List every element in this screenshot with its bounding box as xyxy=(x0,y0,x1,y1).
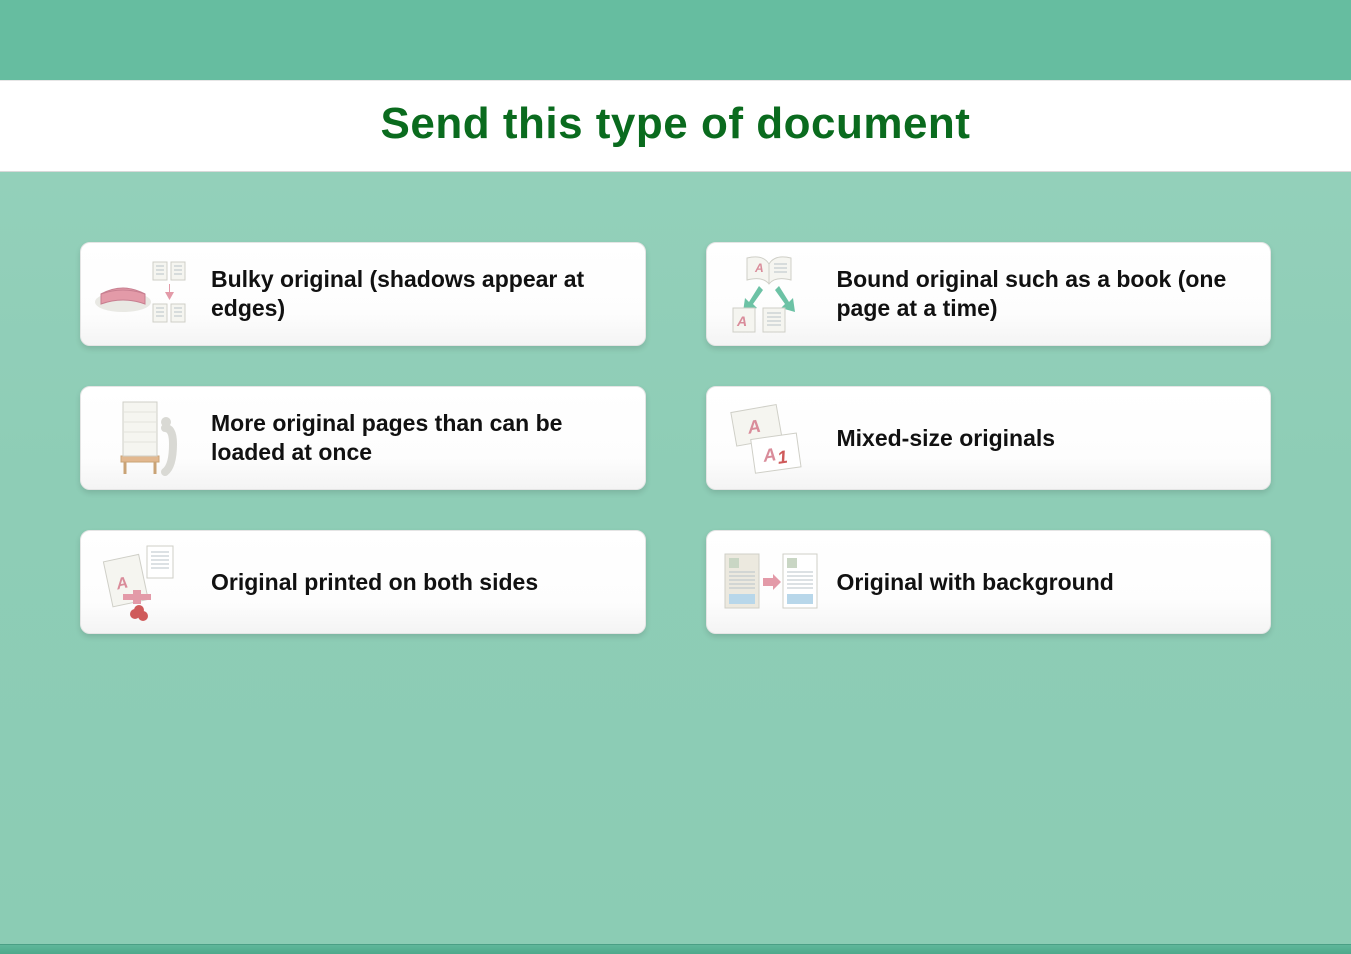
option-label: Original printed on both sides xyxy=(211,568,538,597)
page-title: Send this type of document xyxy=(0,99,1351,149)
header-bar xyxy=(0,0,1351,80)
option-label: Bulky original (shadows appear at edges) xyxy=(211,265,627,323)
bulky-original-icon xyxy=(93,250,193,338)
option-many-pages[interactable]: More original pages than can be loaded a… xyxy=(80,386,646,490)
bound-original-icon: A A xyxy=(719,250,819,338)
footer-bar xyxy=(0,944,1351,954)
option-mixed-size[interactable]: A A 1 Mixed-size originals xyxy=(706,386,1272,490)
option-label: Original with background xyxy=(837,568,1114,597)
svg-text:A: A xyxy=(736,313,747,329)
background-removal-icon xyxy=(719,538,819,626)
option-background[interactable]: Original with background xyxy=(706,530,1272,634)
mixed-size-icon: A A 1 xyxy=(719,394,819,482)
duplex-icon: A xyxy=(93,538,193,626)
option-duplex[interactable]: A Original printed on both sides xyxy=(80,530,646,634)
option-label: More original pages than can be loaded a… xyxy=(211,409,627,467)
options-grid: Bulky original (shadows appear at edges)… xyxy=(0,172,1351,946)
option-bound-original[interactable]: A A Bound original such as a book (one p… xyxy=(706,242,1272,346)
option-label: Mixed-size originals xyxy=(837,424,1056,453)
option-bulky-original[interactable]: Bulky original (shadows appear at edges) xyxy=(80,242,646,346)
svg-text:A: A xyxy=(754,261,764,275)
title-band: Send this type of document xyxy=(0,80,1351,172)
paper-stack-icon xyxy=(93,394,193,482)
option-label: Bound original such as a book (one page … xyxy=(837,265,1253,323)
svg-text:A: A xyxy=(760,444,777,466)
